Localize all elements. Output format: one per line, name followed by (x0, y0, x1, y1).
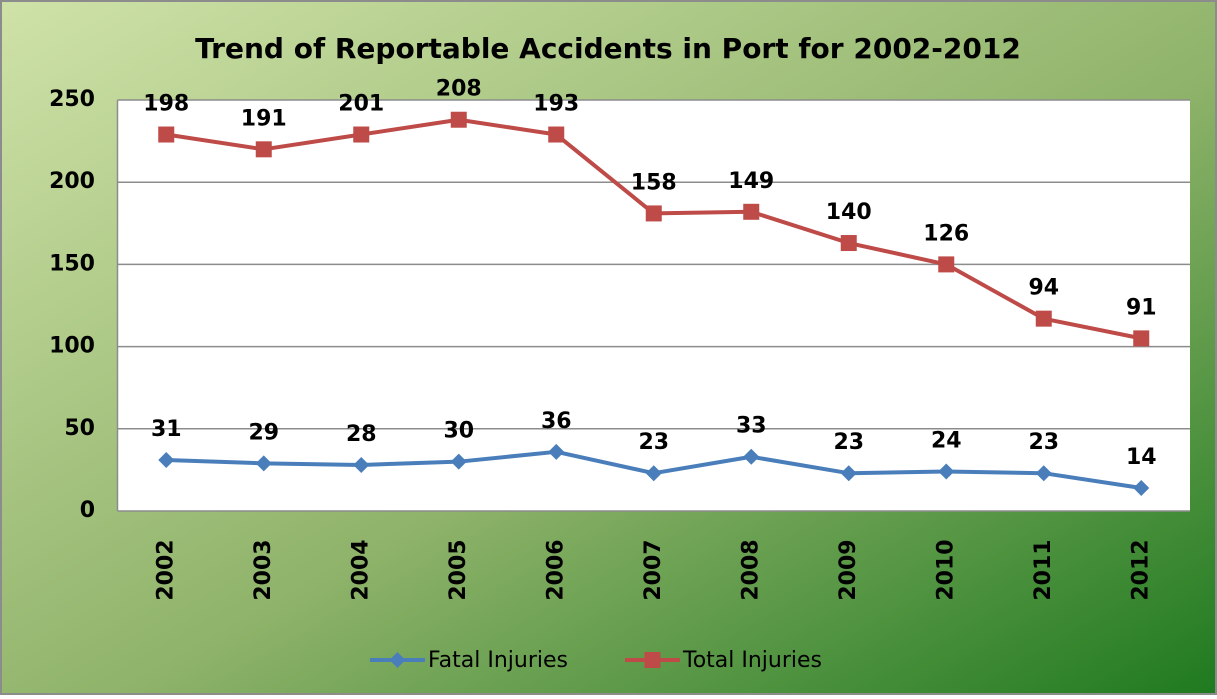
data-label: 29 (248, 420, 279, 445)
x-tick-label: 2012 (1128, 539, 1153, 600)
x-tick-label: 2003 (251, 539, 276, 600)
marker (255, 141, 272, 158)
marker (1133, 330, 1150, 347)
y-tick-label: 50 (64, 416, 95, 441)
x-tick-label: 2005 (446, 539, 471, 600)
plot-area (117, 100, 1190, 511)
marker (158, 126, 175, 143)
marker (938, 463, 955, 480)
data-label: 201 (338, 92, 384, 117)
data-label: 14 (1126, 445, 1157, 470)
data-label: 23 (1028, 430, 1059, 455)
marker (389, 652, 406, 668)
marker (450, 453, 467, 470)
x-tick-label: 2010 (933, 539, 958, 600)
data-label: 28 (346, 422, 377, 447)
y-tick-label: 150 (49, 251, 95, 276)
marker (450, 111, 467, 128)
x-tick-label: 2006 (543, 539, 568, 600)
marker (1035, 310, 1052, 327)
legend-label: Total Injuries (682, 648, 822, 673)
marker (743, 203, 760, 220)
data-label: 91 (1126, 295, 1157, 320)
marker (1133, 479, 1150, 496)
marker (548, 443, 565, 460)
data-label: 140 (826, 200, 872, 225)
legend: Fatal Injuries Total Injuries (370, 648, 822, 673)
legend-label: Fatal Injuries (428, 648, 568, 673)
x-tick-label: 2002 (153, 539, 178, 600)
marker (353, 126, 370, 143)
x-tick-label: 2009 (836, 539, 861, 600)
data-label: 30 (443, 419, 474, 444)
marker (840, 235, 857, 252)
marker (353, 456, 370, 473)
data-label: 191 (241, 106, 287, 131)
data-label: 31 (151, 417, 182, 442)
y-tick-label: 250 (49, 87, 95, 112)
data-label: 94 (1028, 276, 1059, 301)
marker (645, 205, 662, 222)
x-tick-label: 2007 (641, 539, 666, 600)
marker (548, 126, 565, 143)
x-tick-label: 2008 (738, 539, 763, 600)
data-label: 126 (923, 221, 969, 246)
data-label: 208 (436, 77, 482, 102)
marker (255, 455, 272, 472)
marker (158, 452, 175, 469)
y-tick-label: 100 (49, 334, 95, 359)
x-tick-label: 2004 (348, 539, 373, 600)
y-tick-label: 0 (80, 498, 95, 523)
marker (645, 465, 662, 482)
data-label: 23 (638, 430, 669, 455)
marker (938, 256, 955, 273)
data-label: 24 (931, 429, 962, 454)
data-label: 193 (533, 92, 579, 117)
x-tick-label: 2011 (1031, 539, 1056, 600)
y-tick-label: 200 (49, 169, 95, 194)
marker (840, 465, 857, 482)
marker (644, 652, 661, 668)
marker (743, 448, 760, 465)
data-label: 33 (736, 414, 767, 439)
marker (1035, 465, 1052, 482)
data-label: 36 (541, 409, 572, 434)
data-label: 149 (728, 169, 774, 194)
chart-title: Trend of Reportable Accidents in Port fo… (195, 32, 1021, 65)
data-label: 158 (631, 170, 677, 195)
data-label: 198 (143, 92, 189, 117)
data-label: 23 (833, 430, 864, 455)
